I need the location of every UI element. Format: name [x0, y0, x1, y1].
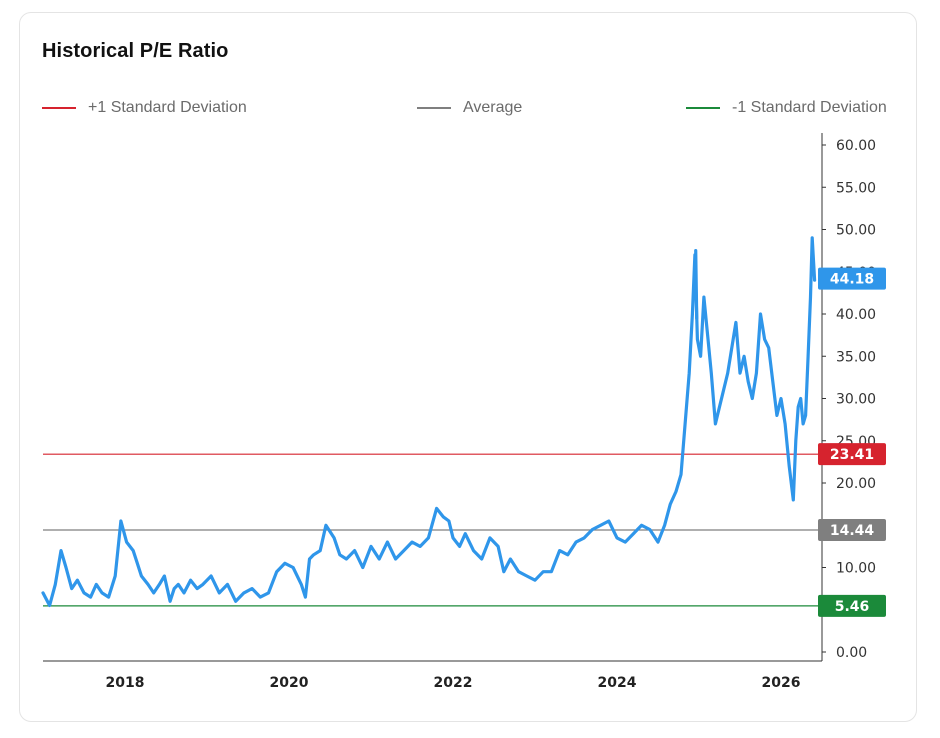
x-tick-label: 2024 — [598, 675, 637, 691]
x-tick-label: 2018 — [106, 675, 145, 691]
legend-swatch-red — [42, 107, 76, 109]
chart-card — [19, 12, 917, 722]
legend-item-plus-one-sd[interactable]: +1 Standard Deviation — [42, 97, 247, 119]
minus-one-sd-badge-bg — [818, 594, 886, 617]
y-tick-label: 35.00 — [836, 349, 876, 365]
y-tick-label: 50.00 — [836, 223, 876, 239]
x-tick-label: 2022 — [434, 675, 473, 691]
y-tick-label: 20.00 — [836, 476, 876, 492]
legend-swatch-gray — [417, 107, 451, 109]
x-tick-label: 2020 — [270, 675, 309, 691]
minus-one-sd-badge: 5.46 — [835, 599, 870, 615]
legend-label: Average — [463, 99, 523, 116]
pe-ratio-peak-mark — [694, 249, 699, 320]
y-tick-label: 60.00 — [836, 138, 876, 154]
current-value-badge-bg — [818, 267, 886, 290]
y-tick-label: 30.00 — [836, 392, 876, 408]
legend-label: -1 Standard Deviation — [732, 99, 887, 116]
chart-title: Historical P/E Ratio — [42, 40, 229, 62]
x-tick-label: 2026 — [762, 675, 801, 691]
legend-label: +1 Standard Deviation — [88, 99, 247, 116]
legend-item-minus-one-sd[interactable]: -1 Standard Deviation — [686, 97, 887, 119]
pe-ratio-series-line — [41, 236, 817, 608]
y-tick-label: 0.00 — [836, 645, 867, 661]
average-badge-bg — [818, 518, 886, 541]
average-badge: 14.44 — [830, 523, 875, 539]
plus-one-sd-badge-bg — [818, 443, 886, 466]
y-tick-label: 55.00 — [836, 180, 876, 196]
legend-item-average[interactable]: Average — [417, 97, 522, 119]
current-value-badge: 44.18 — [830, 272, 874, 288]
y-tick-label: 40.00 — [836, 307, 876, 323]
plus-one-sd-badge: 23.41 — [830, 447, 874, 463]
legend-swatch-green — [686, 107, 720, 109]
y-tick-label: 10.00 — [836, 561, 876, 577]
